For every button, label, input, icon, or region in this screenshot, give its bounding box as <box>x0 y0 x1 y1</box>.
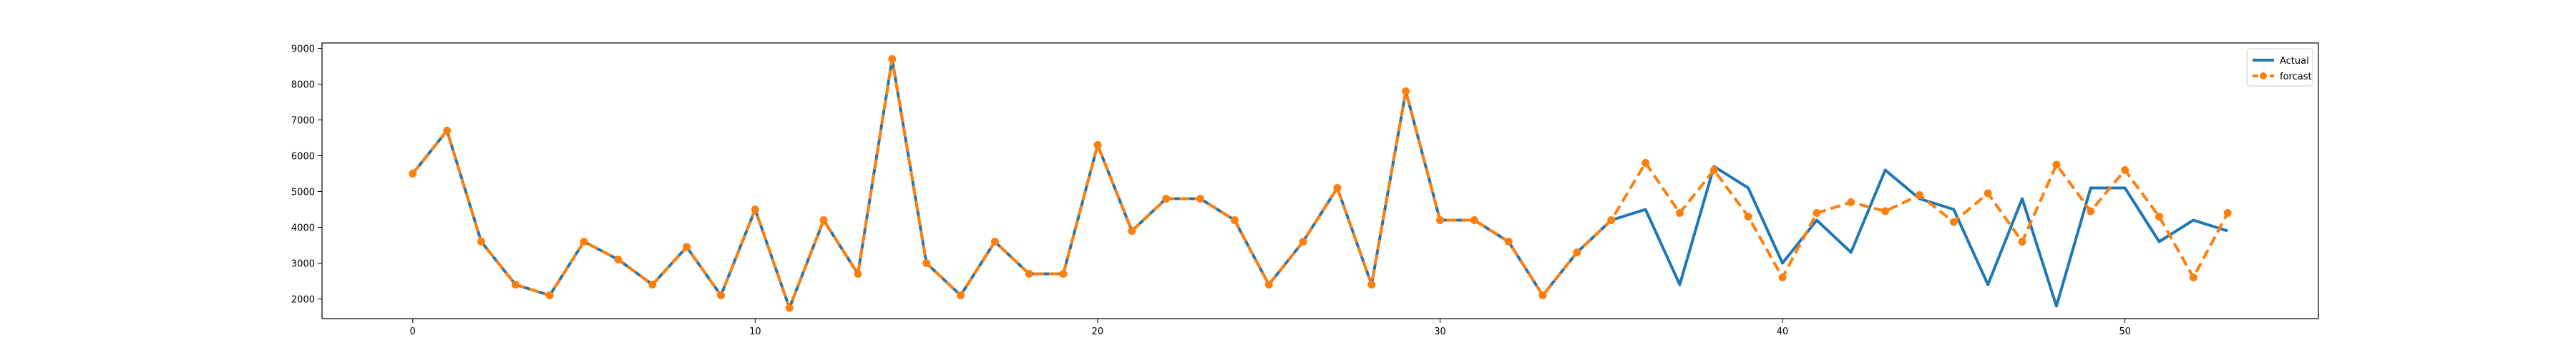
data-point-forcast <box>2052 160 2061 169</box>
legend-marker-forcast <box>2260 72 2267 79</box>
data-point-forcast <box>1881 207 1890 216</box>
y-tick-label: 8000 <box>291 80 315 91</box>
data-point-forcast <box>717 291 726 299</box>
y-tick-label: 2000 <box>291 295 315 306</box>
data-point-forcast <box>1573 248 1581 256</box>
data-point-forcast <box>1128 227 1136 235</box>
legend-label-actual: Actual <box>2280 56 2309 67</box>
x-tick-label: 10 <box>749 326 761 337</box>
data-point-forcast <box>545 291 554 299</box>
data-point-forcast <box>1675 209 1684 217</box>
data-point-forcast <box>854 270 862 278</box>
data-point-forcast <box>1607 216 1616 224</box>
data-point-forcast <box>1847 198 1855 206</box>
x-tick-label: 20 <box>1092 326 1104 337</box>
legend: Actual forcast <box>2246 48 2313 87</box>
data-point-forcast <box>1435 216 1444 224</box>
y-tick-label: 3000 <box>291 259 315 270</box>
data-point-forcast <box>1504 238 1513 246</box>
data-point-forcast <box>957 291 965 299</box>
data-point-forcast <box>1196 195 1205 203</box>
data-point-forcast <box>1299 238 1307 246</box>
data-point-forcast <box>2087 207 2095 216</box>
data-point-forcast <box>2155 213 2163 221</box>
data-point-forcast <box>1093 141 1102 149</box>
data-point-forcast <box>1984 189 1992 198</box>
data-point-forcast <box>2223 209 2232 217</box>
data-point-forcast <box>1402 87 1410 95</box>
data-point-forcast <box>922 259 931 267</box>
data-point-forcast <box>1162 195 1171 203</box>
data-point-forcast <box>614 256 623 263</box>
data-point-forcast <box>1230 216 1239 224</box>
data-point-forcast <box>1367 281 1376 289</box>
data-point-forcast <box>1264 281 1273 289</box>
data-point-forcast <box>819 216 828 224</box>
legend-label-forcast: forcast <box>2280 72 2312 82</box>
data-point-forcast <box>888 55 897 63</box>
data-point-forcast <box>1538 291 1547 299</box>
data-point-forcast <box>785 304 794 312</box>
y-tick-label: 6000 <box>291 152 315 163</box>
data-point-forcast <box>2189 274 2197 281</box>
series-line-actual <box>411 57 2228 309</box>
data-point-forcast <box>2121 166 2129 174</box>
data-point-forcast <box>1641 159 1650 167</box>
data-point-forcast <box>1709 166 1718 174</box>
data-point-forcast <box>1915 191 1923 199</box>
plot-area <box>409 55 2232 312</box>
y-axis: 2000 3000 4000 5000 6000 7000 8000 9000 <box>291 44 322 306</box>
data-point-forcast <box>443 127 452 135</box>
y-tick-label: 7000 <box>291 116 315 127</box>
y-tick-label: 9000 <box>291 44 315 55</box>
data-point-forcast <box>580 238 588 246</box>
data-point-forcast <box>1744 213 1752 221</box>
data-point-forcast <box>1059 270 1068 278</box>
data-point-forcast <box>648 281 657 289</box>
x-axis: 0 10 20 30 40 50 <box>410 319 2131 337</box>
x-tick-label: 40 <box>1777 326 1789 337</box>
data-point-forcast <box>409 170 417 178</box>
x-tick-label: 50 <box>2119 326 2131 337</box>
data-point-forcast <box>751 205 759 213</box>
plot-frame <box>321 42 2319 319</box>
y-tick-label: 5000 <box>291 188 315 198</box>
y-tick-label: 4000 <box>291 223 315 234</box>
data-point-forcast <box>1333 184 1342 192</box>
x-tick-label: 30 <box>1434 326 1446 337</box>
data-point-forcast <box>511 281 519 289</box>
data-point-forcast <box>1470 216 1478 224</box>
data-point-forcast <box>1025 270 1033 278</box>
data-point-forcast <box>1949 218 1958 226</box>
data-point-forcast <box>683 243 691 251</box>
data-point-forcast <box>2018 238 2026 246</box>
data-point-forcast <box>477 238 486 246</box>
data-point-forcast <box>990 238 999 246</box>
data-point-forcast <box>1778 274 1787 281</box>
x-tick-label: 0 <box>410 326 416 337</box>
data-point-forcast <box>1813 209 1821 217</box>
